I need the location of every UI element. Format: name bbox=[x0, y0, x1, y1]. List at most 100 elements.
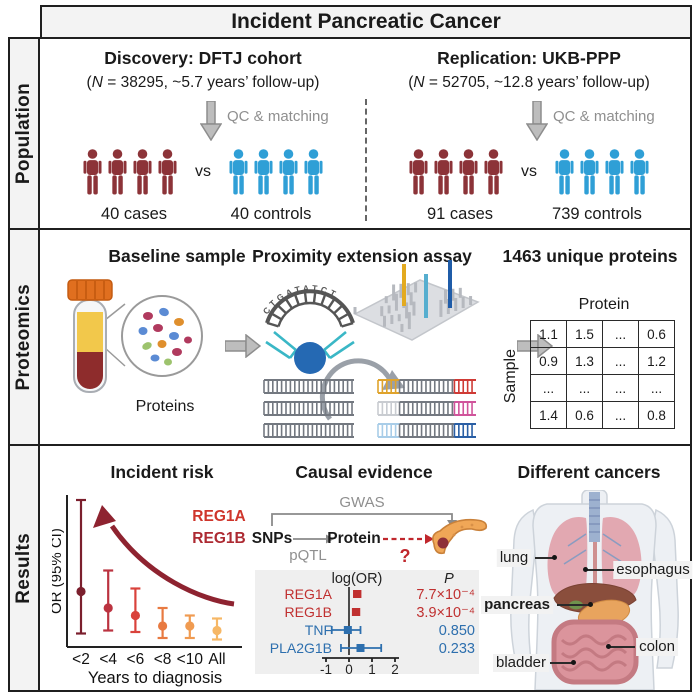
matrix-cell: ... bbox=[602, 347, 639, 375]
matrix-cell: 0.8 bbox=[638, 401, 675, 429]
svg-text:0.233: 0.233 bbox=[439, 641, 475, 657]
svg-text:2: 2 bbox=[391, 662, 399, 677]
svg-text:P: P bbox=[444, 571, 454, 587]
svg-text:All: All bbox=[208, 651, 225, 668]
figure-title-bar: Incident Pancreatic Cancer bbox=[40, 5, 692, 39]
matrix-cell: ... bbox=[638, 374, 675, 402]
replication-title: Replication: UKB-PPP bbox=[437, 48, 621, 68]
incident-risk-title: Incident risk bbox=[110, 462, 214, 482]
svg-text:3.9×10⁻⁴: 3.9×10⁻⁴ bbox=[416, 605, 475, 621]
person-icon bbox=[630, 149, 649, 195]
question-mark-label: ? bbox=[399, 546, 411, 566]
protein-blobs bbox=[138, 307, 192, 366]
sidebar-results: Results bbox=[8, 444, 40, 692]
controls-icons bbox=[227, 149, 325, 195]
pea-assay-icon: CTGATATCT bbox=[261, 283, 355, 374]
tumor-dot bbox=[437, 537, 449, 549]
baseline-sample-title: Baseline sample bbox=[108, 246, 246, 266]
person-icon bbox=[254, 149, 273, 195]
svg-text:REG1A: REG1A bbox=[285, 586, 333, 602]
replication-panel: Replication: UKB-PPP (N = 52705, ~12.8 y… bbox=[366, 39, 692, 228]
protein-label: Protein bbox=[327, 530, 381, 547]
svg-text:<8: <8 bbox=[154, 651, 172, 668]
matrix-cell: 1.3 bbox=[566, 347, 603, 375]
organ-label-lung: lung bbox=[496, 549, 532, 567]
controls-count: 40 controls bbox=[230, 205, 312, 223]
person-icon bbox=[279, 149, 298, 195]
matrix-cell: 1.1 bbox=[530, 320, 567, 348]
person-icon bbox=[409, 149, 428, 195]
down-arrow-icon bbox=[200, 101, 222, 141]
svg-text:<10: <10 bbox=[177, 651, 204, 668]
qc-matching-label: QC & matching bbox=[227, 108, 329, 125]
protein-matrix: 1.1 1.5... 0.6 0.9 1.3... 1.2............ 1.4 0… bbox=[530, 320, 675, 429]
person-icon bbox=[580, 149, 599, 195]
antibody-icon bbox=[265, 330, 355, 360]
assay-title: Proximity extension assay bbox=[252, 246, 472, 266]
svg-text:0: 0 bbox=[345, 662, 353, 677]
dna-arc-rungs bbox=[266, 291, 354, 328]
rising-risk-arrow bbox=[109, 524, 235, 607]
person-icon bbox=[459, 149, 478, 195]
matrix-cell: ... bbox=[530, 374, 567, 402]
matrix-col-header: Protein bbox=[578, 296, 630, 313]
signal-plate-icon bbox=[353, 260, 480, 341]
person-icon bbox=[83, 149, 102, 195]
svg-text:-1: -1 bbox=[320, 662, 332, 677]
matrix-cell: 1.2 bbox=[638, 347, 675, 375]
people-row: vs bbox=[40, 149, 366, 195]
right-lung bbox=[601, 516, 642, 603]
snps-label: SNPs bbox=[251, 530, 293, 547]
svg-text:1: 1 bbox=[368, 662, 376, 677]
svg-text:<4: <4 bbox=[99, 651, 117, 668]
gene-label-reg1b: REG1B bbox=[192, 530, 246, 547]
gwas-bracket bbox=[271, 513, 453, 526]
different-cancers-title: Different cancers bbox=[517, 462, 661, 482]
vs-label: vs bbox=[195, 163, 211, 180]
person-icon bbox=[605, 149, 624, 195]
cohort-divider bbox=[365, 99, 367, 221]
organ-label-bladder: bladder bbox=[492, 654, 550, 672]
vs-label: vs bbox=[521, 163, 537, 180]
svg-text:<2: <2 bbox=[72, 651, 90, 668]
person-icon bbox=[304, 149, 323, 195]
causal-evidence-title: Causal evidence bbox=[295, 462, 433, 482]
pqtl-label: pQTL bbox=[289, 547, 327, 564]
organ-label-pancreas: pancreas bbox=[481, 596, 553, 614]
organ-label-esophagus: esophagus bbox=[613, 561, 693, 579]
qc-matching-group: QC & matching bbox=[200, 101, 329, 141]
human-body-illustration bbox=[510, 490, 679, 690]
discovery-subtitle: (N = 38295, ~5.7 years’ follow-up) bbox=[86, 74, 320, 91]
person-icon bbox=[484, 149, 503, 195]
proteomics-row: Baseline sample Proximity extension assa… bbox=[38, 228, 692, 446]
matrix-cell: 0.6 bbox=[566, 401, 603, 429]
svg-text:TNF: TNF bbox=[305, 622, 332, 638]
person-icon bbox=[555, 149, 574, 195]
blood-tube-icon bbox=[67, 279, 203, 393]
cases-count: 40 cases bbox=[100, 205, 168, 223]
intestine-folds bbox=[560, 634, 628, 672]
svg-text:OR (95% CI): OR (95% CI) bbox=[52, 528, 65, 614]
target-protein-icon bbox=[294, 342, 326, 374]
sidebar-proteomics: Proteomics bbox=[8, 228, 40, 446]
svg-text:7.7×10⁻⁴: 7.7×10⁻⁴ bbox=[416, 587, 475, 603]
matrix-cell: ... bbox=[602, 401, 639, 429]
person-icon bbox=[158, 149, 177, 195]
people-row: vs bbox=[366, 149, 692, 195]
matrix-cell: 0.9 bbox=[530, 347, 567, 375]
organ-label-colon: colon bbox=[636, 638, 678, 656]
svg-text:Years to diagnosis: Years to diagnosis bbox=[88, 669, 222, 687]
matrix-cell: 1.4 bbox=[530, 401, 567, 429]
qc-matching-group: QC & matching bbox=[526, 101, 655, 141]
svg-text:<6: <6 bbox=[127, 651, 145, 668]
sidebar-population-label: Population bbox=[13, 82, 34, 185]
down-arrow-icon bbox=[526, 101, 548, 141]
controls-count: 739 controls bbox=[552, 205, 642, 223]
proteins-label: Proteins bbox=[135, 398, 195, 415]
person-icon bbox=[434, 149, 453, 195]
person-icon bbox=[133, 149, 152, 195]
cases-count: 91 cases bbox=[426, 205, 494, 223]
cases-icons bbox=[81, 149, 179, 195]
gene-label-reg1a: REG1A bbox=[192, 508, 246, 525]
